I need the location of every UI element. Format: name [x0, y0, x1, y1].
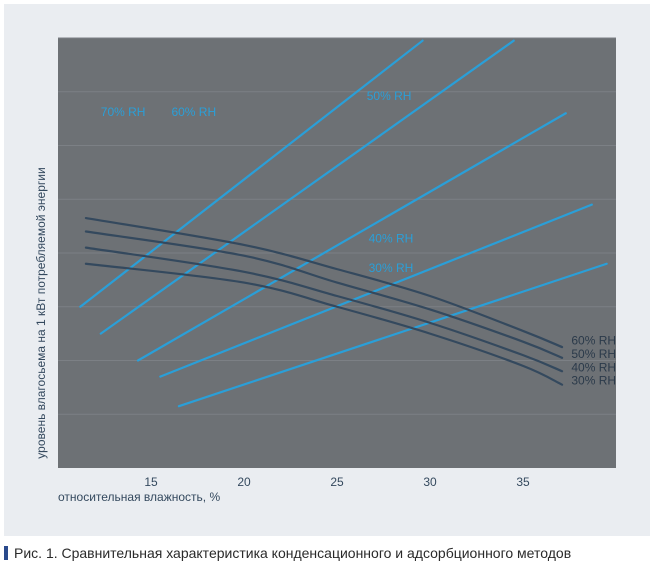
adsorption-line-40 — [159, 203, 593, 378]
condensation-line-50 — [84, 230, 564, 359]
series-lines — [79, 39, 608, 408]
condensation-line-30 — [84, 262, 564, 386]
adsorption-label-60: 60% RH — [171, 105, 216, 119]
x-axis-title: относительная влажность, % — [58, 490, 220, 504]
condensation-line-40 — [84, 246, 564, 373]
x-tick-label: 35 — [516, 475, 530, 489]
x-tick-label: 25 — [330, 475, 344, 489]
x-tick-label: 20 — [237, 475, 251, 489]
condensation-line-60 — [84, 216, 564, 349]
adsorption-line-60 — [99, 39, 515, 335]
x-tick-label: 30 — [423, 475, 437, 489]
adsorption-label-30: 30% RH — [369, 261, 414, 275]
adsorption-label-70: 70% RH — [101, 105, 146, 119]
adsorption-line-70 — [79, 39, 424, 308]
adsorption-label-50: 50% RH — [367, 89, 412, 103]
condensation-label-40: 40% RH — [571, 360, 616, 374]
condensation-label-30: 30% RH — [571, 374, 616, 388]
y-axis-title: уровень влагосьема на 1 кВт потребляемой… — [34, 167, 48, 458]
adsorption-line-30 — [177, 262, 608, 408]
condensation-label-50: 50% RH — [571, 347, 616, 361]
adsorption-line-50 — [136, 112, 567, 362]
caption-text: Рис. 1. Сравнительная характеристика кон… — [14, 545, 572, 561]
caption-marker — [4, 546, 8, 560]
figure-caption: Рис. 1. Сравнительная характеристика кон… — [4, 544, 571, 562]
x-tick-label: 15 — [144, 475, 158, 489]
x-tick-labels: 15 20 25 30 35 — [144, 475, 530, 489]
adsorption-label-40: 40% RH — [369, 231, 414, 245]
condensation-label-60: 60% RH — [571, 333, 616, 347]
